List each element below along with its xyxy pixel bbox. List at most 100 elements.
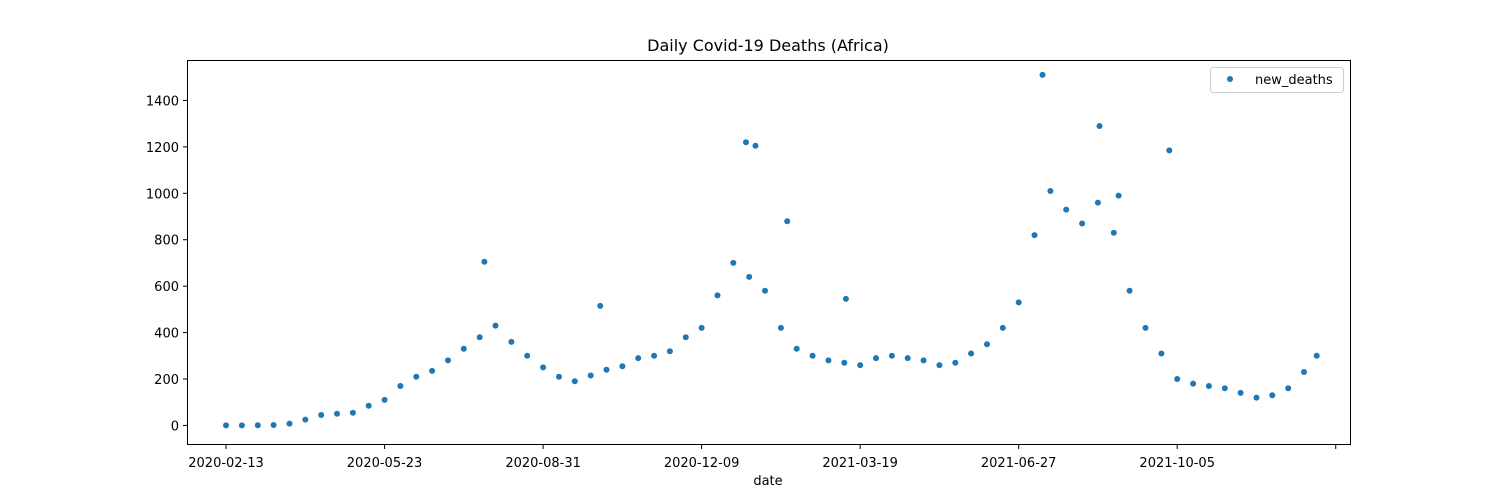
data-point <box>349 409 356 416</box>
x-axis: 2020-02-13 2020-05-23 2020-08-31 2020-12-09… <box>188 444 1337 471</box>
chart-title: Daily Covid-19 Deaths (Africa) <box>647 36 889 55</box>
data-point <box>842 295 849 302</box>
data-point <box>302 416 309 423</box>
data-point <box>809 352 816 359</box>
data-point <box>1126 287 1133 294</box>
data-point <box>1237 389 1244 396</box>
y-tick-label: 1400 <box>146 94 179 109</box>
data-point <box>1096 123 1103 129</box>
y-tick-label: 600 <box>154 280 179 295</box>
y-tick-label: 1200 <box>146 141 179 156</box>
data-point <box>873 355 879 362</box>
data-point <box>1079 220 1086 227</box>
data-point <box>365 402 372 409</box>
data-point <box>413 373 420 380</box>
data-point <box>1158 350 1165 357</box>
data-point <box>904 355 911 362</box>
data-point <box>635 355 642 362</box>
data-point <box>397 383 404 389</box>
data-point <box>223 422 229 429</box>
data-point <box>920 357 927 364</box>
data-point <box>841 359 848 366</box>
data-point <box>752 142 759 149</box>
data-point <box>334 410 340 417</box>
data-point <box>429 367 436 374</box>
data-point <box>1313 352 1320 359</box>
data-point <box>952 359 959 366</box>
data-point <box>682 334 689 341</box>
legend-marker <box>1227 76 1233 82</box>
data-point <box>524 352 531 359</box>
data-point <box>1205 383 1212 389</box>
x-tick-label: 2020-08-31 <box>505 456 581 471</box>
y-tick-label: 0 <box>171 419 179 434</box>
data-point <box>254 422 261 429</box>
data-point <box>1031 232 1038 239</box>
x-tick-label: 2020-02-13 <box>188 456 264 471</box>
legend-label: new_deaths <box>1255 73 1333 88</box>
data-point <box>743 139 749 146</box>
data-point <box>1174 376 1181 382</box>
data-point <box>1142 324 1149 331</box>
data-point <box>936 362 943 369</box>
data-point <box>1047 188 1054 194</box>
y-tick-label: 400 <box>154 327 179 342</box>
data-point <box>714 292 721 299</box>
data-point <box>571 378 578 385</box>
data-point <box>793 345 800 352</box>
points-layer <box>223 71 1320 429</box>
data-point <box>603 366 610 373</box>
data-point <box>784 218 791 225</box>
data-point <box>1269 392 1276 399</box>
x-tick-label: 2020-12-09 <box>664 456 740 471</box>
data-point <box>762 287 768 294</box>
data-point <box>619 363 626 370</box>
data-point <box>1063 206 1070 213</box>
data-point <box>476 334 483 341</box>
data-point <box>1039 71 1046 78</box>
data-point <box>1166 147 1173 154</box>
legend: new_deaths <box>1210 67 1344 93</box>
data-point <box>698 324 705 331</box>
data-point <box>1110 229 1117 236</box>
data-point <box>1301 369 1307 375</box>
y-tick-label: 1000 <box>146 187 179 202</box>
data-point <box>888 352 895 359</box>
data-point <box>1190 380 1197 387</box>
data-point <box>1253 394 1260 401</box>
data-point <box>597 302 604 309</box>
data-point <box>270 422 277 428</box>
data-point <box>540 364 547 371</box>
data-point <box>587 372 594 379</box>
y-axis: 0 200 400 600 800 1000 1200 1400 <box>146 94 188 434</box>
plot-frame <box>187 60 1351 445</box>
data-point <box>999 324 1006 331</box>
x-tick-label: 2021-03-19 <box>822 456 898 471</box>
data-point <box>1015 299 1022 306</box>
data-point <box>777 324 784 331</box>
data-point <box>460 345 467 352</box>
data-point <box>445 357 451 364</box>
data-point <box>286 420 293 427</box>
x-tick-label: 2020-05-23 <box>347 456 423 471</box>
data-point <box>1285 385 1292 392</box>
legend-box <box>1210 67 1344 93</box>
data-point <box>508 338 515 345</box>
data-point <box>481 258 488 265</box>
data-point <box>238 422 245 429</box>
data-point <box>968 350 975 357</box>
data-point <box>651 352 658 359</box>
data-point <box>825 357 832 364</box>
data-point <box>556 373 562 380</box>
x-tick-label: 2021-06-27 <box>981 456 1057 471</box>
data-point <box>666 348 673 355</box>
data-point <box>381 396 388 403</box>
data-point <box>1221 385 1228 392</box>
data-point <box>984 341 990 348</box>
data-point <box>857 362 864 369</box>
data-point <box>492 322 499 329</box>
x-axis-label: date <box>753 474 782 489</box>
data-point <box>730 259 737 266</box>
